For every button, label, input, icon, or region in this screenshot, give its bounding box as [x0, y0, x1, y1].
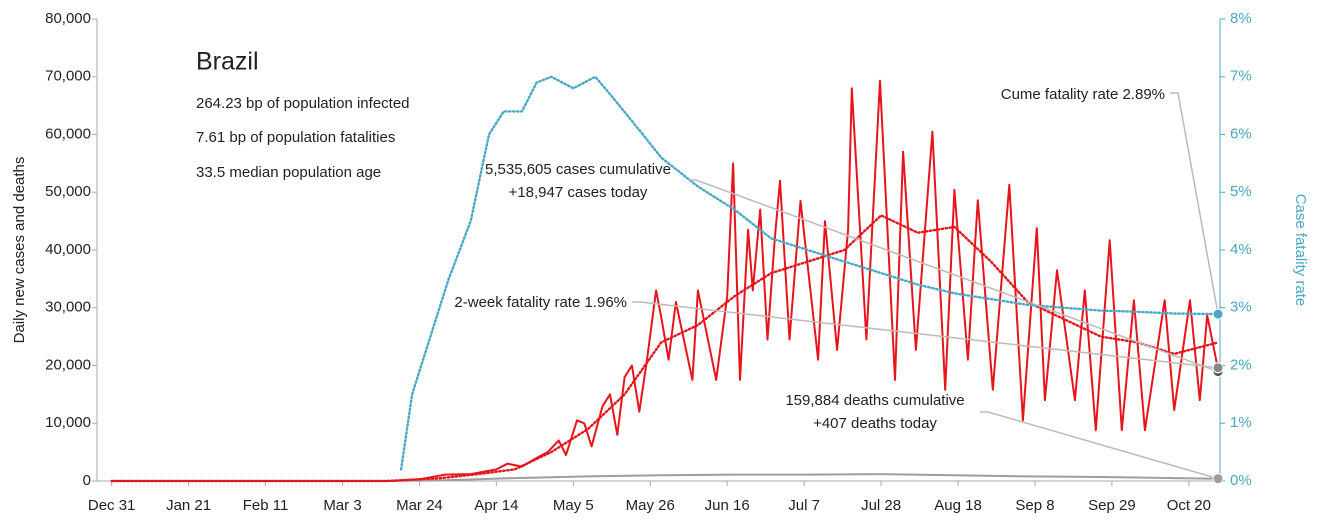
leader-line [1170, 92, 1219, 315]
x-tick-label: May 5 [553, 497, 594, 514]
x-tick-label: Mar 3 [323, 497, 361, 514]
y-axis-label: Daily new cases and deaths [11, 157, 28, 344]
y2-axis-label: Case fatality rate [1292, 194, 1309, 307]
y-tick-label: 0 [83, 472, 91, 489]
annotation-text: 159,884 deaths cumulative [785, 392, 964, 409]
y2-tick-label: 1% [1230, 414, 1252, 431]
x-tick-label: Mar 24 [396, 497, 443, 514]
x-tick-label: Jul 28 [861, 497, 901, 514]
x-tick-label: Feb 11 [243, 497, 289, 514]
annotation-marker [1212, 308, 1224, 320]
panel-line: 33.5 median population age [196, 164, 381, 181]
panel-line: 7.61 bp of population fatalities [196, 129, 395, 146]
series-line [110, 214, 1220, 483]
annotation-marker [1212, 362, 1224, 374]
y-tick-label: 40,000 [45, 241, 91, 258]
annotation-text: Cume fatality rate 2.89% [1001, 86, 1165, 103]
y-tick-label: 30,000 [45, 299, 91, 316]
leader-line [632, 301, 1219, 369]
x-tick-label: Jun 16 [705, 497, 750, 514]
y2-tick-label: 0% [1230, 472, 1252, 489]
x-tick-label: Sep 8 [1015, 497, 1054, 514]
x-tick-label: Sep 29 [1088, 497, 1136, 514]
series-line [111, 473, 1219, 482]
panel-line: 264.23 bp of population infected [196, 95, 410, 112]
x-tick-label: Oct 20 [1167, 497, 1211, 514]
y2-tick-label: 3% [1230, 299, 1252, 316]
y-tick-label: 60,000 [45, 125, 91, 142]
x-tick-label: Apr 14 [474, 497, 518, 514]
annotation-text: 5,535,605 cases cumulative [485, 161, 671, 178]
x-tick-label: Dec 31 [88, 497, 136, 514]
panel-title: Brazil [196, 48, 259, 76]
leader-line [980, 411, 1219, 480]
x-tick-label: Aug 18 [934, 497, 982, 514]
x-tick-label: Jan 21 [166, 497, 211, 514]
annotation-text: 2-week fatality rate 1.96% [454, 294, 627, 311]
y2-tick-label: 4% [1230, 241, 1252, 258]
annotation-text: +18,947 cases today [509, 184, 648, 201]
y2-tick-label: 5% [1230, 183, 1252, 200]
annotation-text: +407 deaths today [813, 415, 937, 432]
leader-line [688, 179, 1219, 373]
y-tick-label: 20,000 [45, 356, 91, 373]
y2-tick-label: 8% [1230, 10, 1252, 27]
y2-tick-label: 2% [1230, 356, 1252, 373]
series-line [399, 75, 1220, 471]
y-tick-label: 80,000 [45, 10, 91, 27]
y2-tick-label: 6% [1230, 125, 1252, 142]
y-tick-label: 50,000 [45, 183, 91, 200]
y-tick-label: 70,000 [45, 68, 91, 85]
annotation-marker [1212, 473, 1224, 485]
y2-tick-label: 7% [1230, 68, 1252, 85]
x-tick-label: Jul 7 [788, 497, 820, 514]
x-tick-label: May 26 [626, 497, 675, 514]
y-tick-label: 10,000 [45, 414, 91, 431]
